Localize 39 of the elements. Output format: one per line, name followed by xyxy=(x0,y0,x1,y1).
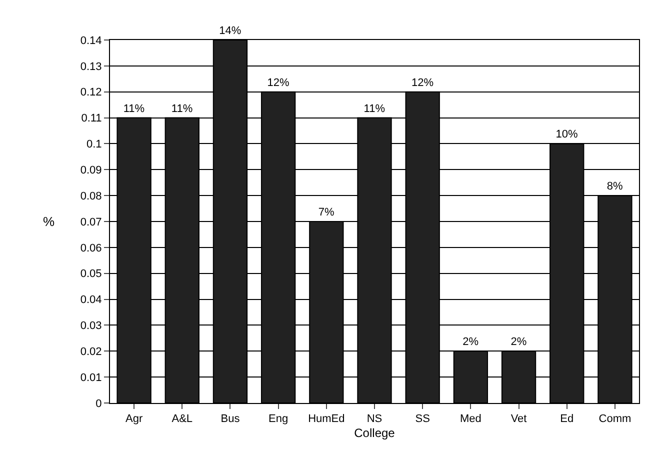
x-tick-label: Agr xyxy=(125,413,143,426)
y-tick-label: 0.02 xyxy=(80,346,102,358)
y-tick-label: 0.01 xyxy=(80,372,102,384)
y-tick-label: 0.07 xyxy=(80,216,102,228)
y-tick-label: 0.14 xyxy=(80,34,102,47)
data-label: 11% xyxy=(123,102,145,115)
x-tick-label: NS xyxy=(366,413,382,426)
y-tick-label: 0.05 xyxy=(80,268,102,280)
x-tick-label: SS xyxy=(415,413,430,426)
data-label: 14% xyxy=(219,25,242,37)
data-label: 12% xyxy=(411,76,434,89)
data-label: 11% xyxy=(364,102,386,115)
data-label: 7% xyxy=(318,206,334,218)
x-tick-label: Comm xyxy=(598,413,632,426)
y-tick-label: 0.09 xyxy=(80,164,102,176)
x-tick-label: A&L xyxy=(172,413,193,426)
y-tick-label: 0.11 xyxy=(81,112,102,125)
y-tick-label: 0.13 xyxy=(80,60,102,73)
x-axis-title: College xyxy=(354,426,396,440)
data-label: 12% xyxy=(267,76,290,89)
y-axis-title: % xyxy=(43,214,55,229)
x-tick-label: Bus xyxy=(220,413,240,426)
data-label: 8% xyxy=(606,180,624,193)
data-label: 11% xyxy=(171,102,193,115)
y-tick-label: 0 xyxy=(96,398,102,410)
x-tick-label: HumEd xyxy=(308,413,345,426)
data-label: 2% xyxy=(462,336,479,348)
x-tick-label: Ed xyxy=(560,413,574,426)
y-tick-label: 0.03 xyxy=(80,320,102,332)
x-tick-label: Vet xyxy=(510,413,527,426)
data-label: 2% xyxy=(510,336,527,348)
x-tick-label: Med xyxy=(460,413,482,426)
data-label: 10% xyxy=(556,128,578,141)
y-tick-label: 0.1 xyxy=(86,138,102,151)
y-tick-label: 0.04 xyxy=(80,294,102,306)
y-tick-label: 0.06 xyxy=(80,242,102,254)
y-tick-label: 0.08 xyxy=(80,190,102,202)
y-tick-label: 0.12 xyxy=(80,86,102,99)
x-tick-label: Eng xyxy=(268,413,288,426)
